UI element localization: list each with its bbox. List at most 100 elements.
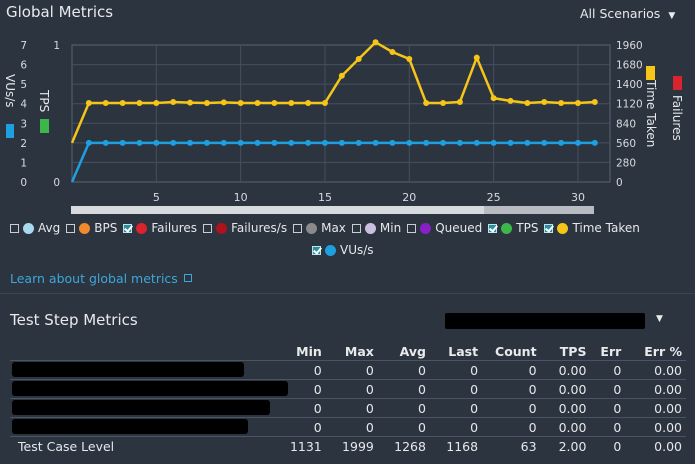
- legend-item-min[interactable]: Min: [351, 221, 402, 235]
- column-header-err-[interactable]: Err %: [644, 343, 682, 359]
- time-taken-point: [170, 98, 177, 105]
- vus-point: [119, 139, 126, 146]
- vus-point: [85, 139, 92, 146]
- vus-point: [423, 139, 430, 146]
- chart-scrollbar-thumb[interactable]: [71, 206, 485, 214]
- time-taken-tick-label: 1400: [616, 79, 643, 91]
- time-taken-point: [406, 55, 413, 62]
- column-header-max[interactable]: Max: [344, 343, 374, 359]
- legend-color-dot-icon: [501, 222, 513, 234]
- vus-point: [440, 139, 447, 146]
- cell-value: 0.00: [625, 360, 686, 380]
- legend-checkbox[interactable]: [66, 223, 76, 233]
- legend-checkbox[interactable]: [544, 223, 554, 233]
- legend-checkbox[interactable]: [203, 223, 213, 233]
- legend-label: TPS: [516, 221, 539, 235]
- legend-item-avg[interactable]: Avg: [10, 221, 60, 235]
- time-taken-point: [558, 99, 565, 106]
- cell-value: 0.00: [540, 379, 591, 399]
- legend-color-dot-icon: [325, 244, 336, 256]
- cell-value: 0.00: [625, 379, 686, 399]
- table-row[interactable]: 0 0 0 0 0 0.00 0 0.00: [10, 398, 686, 418]
- vus-point: [136, 139, 143, 146]
- cell-value: 0: [377, 379, 430, 399]
- table-row[interactable]: 0 0 0 0 0 0.00 0 0.00: [10, 417, 686, 437]
- legend-checkbox[interactable]: [488, 223, 498, 233]
- column-header-count[interactable]: Count: [495, 343, 537, 359]
- time-taken-axis-label: Time Taken: [644, 79, 658, 147]
- vus-point: [456, 139, 463, 146]
- cell-value: 0: [590, 379, 626, 399]
- legend-item-max[interactable]: Max: [293, 221, 346, 235]
- vus-point: [490, 139, 497, 146]
- cell-value: 0.00: [540, 360, 591, 380]
- vus-point: [203, 139, 210, 146]
- legend-checkbox[interactable]: [10, 223, 19, 233]
- column-header-min[interactable]: Min: [296, 343, 322, 359]
- legend-checkbox[interactable]: [312, 245, 321, 255]
- legend-item-tps[interactable]: TPS: [488, 221, 538, 235]
- chevron-down-icon[interactable]: ▼: [656, 314, 663, 324]
- legend-item-failures-s[interactable]: Failures/s: [203, 221, 287, 235]
- vus-point: [591, 139, 598, 146]
- legend-item-queued[interactable]: Queued: [407, 221, 482, 235]
- cell-value: 0: [590, 436, 626, 455]
- vus-tick-label: 5: [20, 79, 27, 91]
- legend-checkbox[interactable]: [351, 223, 361, 233]
- x-tick-label: 30: [571, 191, 585, 204]
- vus-point: [372, 139, 379, 146]
- test-step-metrics-title: Test Step Metrics: [10, 311, 138, 329]
- legend-item-bps[interactable]: BPS: [66, 221, 117, 235]
- legend-checkbox[interactable]: [123, 223, 133, 233]
- time-taken-line: [70, 40, 595, 144]
- table-row[interactable]: 0 0 0 0 0 0.00 0 0.00: [10, 379, 686, 399]
- column-header-err[interactable]: Err: [600, 343, 622, 359]
- table-row[interactable]: 0 0 0 0 0 0.00 0 0.00: [10, 360, 686, 380]
- time-taken-axis-swatch: [646, 66, 655, 80]
- time-taken-point: [473, 54, 480, 61]
- scenario-selector[interactable]: All Scenarios ▼: [580, 6, 675, 21]
- test-step-selector[interactable]: [445, 313, 645, 329]
- legend-color-dot-icon: [420, 222, 432, 234]
- legend-color-dot-icon: [557, 222, 569, 234]
- external-link-icon: [183, 274, 192, 282]
- legend-checkbox[interactable]: [407, 223, 417, 233]
- column-header-last[interactable]: Last: [448, 343, 479, 359]
- time-taken-tick-label: 1680: [616, 60, 643, 72]
- failures-axis-swatch: [673, 76, 682, 90]
- cell-value: 0: [590, 360, 626, 380]
- time-taken-point: [136, 99, 143, 106]
- row-name: Test Case Level: [10, 436, 274, 455]
- cell-value: 0: [429, 398, 483, 418]
- learn-global-metrics-link[interactable]: Learn about global metrics: [10, 271, 192, 286]
- vus-point: [524, 139, 531, 146]
- legend-item-vus-s[interactable]: VUs/s: [312, 243, 374, 257]
- column-header-tps[interactable]: TPS: [559, 343, 587, 359]
- vus-point: [507, 139, 514, 146]
- learn-link-label: Learn about global metrics: [10, 271, 178, 286]
- time-taken-point: [490, 95, 497, 102]
- column-header-avg[interactable]: Avg: [399, 343, 426, 359]
- vus-point: [355, 139, 362, 146]
- x-tick-label: 5: [153, 191, 160, 204]
- redacted-name: [12, 381, 288, 396]
- vus-axis-swatch: [6, 124, 14, 138]
- time-taken-point: [372, 39, 379, 46]
- legend-color-dot-icon: [364, 222, 376, 234]
- cell-value: 1268: [377, 436, 430, 455]
- time-taken-point: [102, 99, 109, 106]
- vus-tick-label: 7: [20, 40, 27, 52]
- legend-color-dot-icon: [216, 222, 228, 234]
- legend-item-failures[interactable]: Failures: [123, 221, 197, 235]
- cell-value: 0: [377, 360, 430, 380]
- legend-color-dot-icon: [79, 222, 91, 234]
- time-taken-point: [203, 99, 210, 106]
- legend-item-time-taken[interactable]: Time Taken: [544, 221, 640, 235]
- scenario-selector-label: All Scenarios: [580, 6, 661, 21]
- legend-checkbox[interactable]: [293, 223, 303, 233]
- cell-value: 0.00: [540, 398, 591, 418]
- table-row[interactable]: Test Case Level 1131 1999 1268 1168 63 2.00 0 0.…: [10, 436, 686, 455]
- legend-label: Min: [379, 221, 402, 235]
- vus-point: [338, 139, 345, 146]
- tps-tick-label: 1: [53, 40, 60, 52]
